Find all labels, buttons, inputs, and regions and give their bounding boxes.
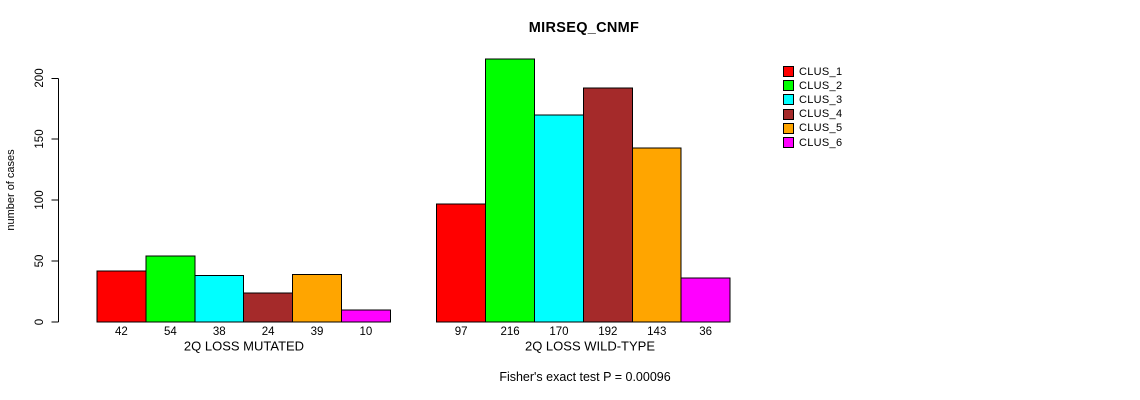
legend-label-CLUS_2: CLUS_2	[799, 79, 843, 92]
y-axis-title: number of cases	[5, 149, 17, 231]
group-label: 2Q LOSS WILD-TYPE	[524, 338, 656, 354]
bar-value-label-CLUS_2: 54	[163, 325, 177, 338]
bar-CLUS_3	[534, 114, 584, 323]
bar-CLUS_5	[631, 147, 682, 323]
bar-CLUS_2	[145, 255, 196, 323]
bar-value-label-CLUS_2: 216	[500, 325, 520, 338]
y-tick-label-150: 150	[34, 129, 46, 149]
bar-value-label-CLUS_6: 10	[359, 325, 373, 338]
legend-label-CLUS_3: CLUS_3	[799, 93, 843, 106]
y-tick-label-200: 200	[34, 68, 46, 88]
bar-CLUS_5	[292, 273, 343, 323]
y-tick-label-100: 100	[34, 190, 46, 210]
legend-label-CLUS_5: CLUS_5	[799, 122, 843, 135]
bar-value-label-CLUS_5: 39	[310, 325, 324, 338]
legend-swatch-CLUS_5	[783, 122, 794, 134]
legend-label-CLUS_4: CLUS_4	[799, 108, 843, 121]
legend-label-CLUS_1: CLUS_1	[799, 65, 843, 78]
chart-title: MIRSEQ_CNMF	[528, 20, 640, 36]
group-label: 2Q LOSS MUTATED	[183, 338, 305, 354]
legend-label-CLUS_6: CLUS_6	[799, 136, 843, 149]
bar-value-label-CLUS_4: 192	[598, 325, 618, 338]
bar-value-label-CLUS_1: 42	[115, 325, 128, 338]
bar-CLUS_2	[485, 58, 536, 323]
bar-value-label-CLUS_1: 97	[454, 325, 468, 338]
bar-value-label-CLUS_3: 38	[212, 325, 226, 338]
bar-CLUS_4	[243, 292, 294, 323]
bar-CLUS_6	[680, 277, 731, 323]
bar-value-label-CLUS_4: 24	[261, 325, 275, 338]
legend-swatch-CLUS_4	[783, 108, 794, 120]
fisher-test-annotation: Fisher's exact test P = 0.00096	[499, 370, 671, 384]
legend-swatch-CLUS_3	[783, 94, 794, 106]
bar-value-label-CLUS_5: 143	[647, 325, 667, 338]
y-tick-label-50: 50	[34, 254, 46, 268]
legend-swatch-CLUS_6	[783, 137, 794, 148]
bar-CLUS_6	[341, 309, 391, 323]
bar-CLUS_1	[96, 270, 147, 323]
legend-swatch-CLUS_1	[783, 66, 794, 77]
bar-value-label-CLUS_3: 170	[549, 325, 569, 338]
bar-CLUS_1	[436, 203, 487, 323]
legend-swatch-CLUS_2	[783, 80, 794, 92]
bar-value-label-CLUS_6: 36	[699, 325, 713, 338]
bar-CLUS_3	[194, 275, 245, 323]
y-tick-label-0: 0	[34, 318, 46, 326]
bar-CLUS_4	[582, 87, 633, 323]
